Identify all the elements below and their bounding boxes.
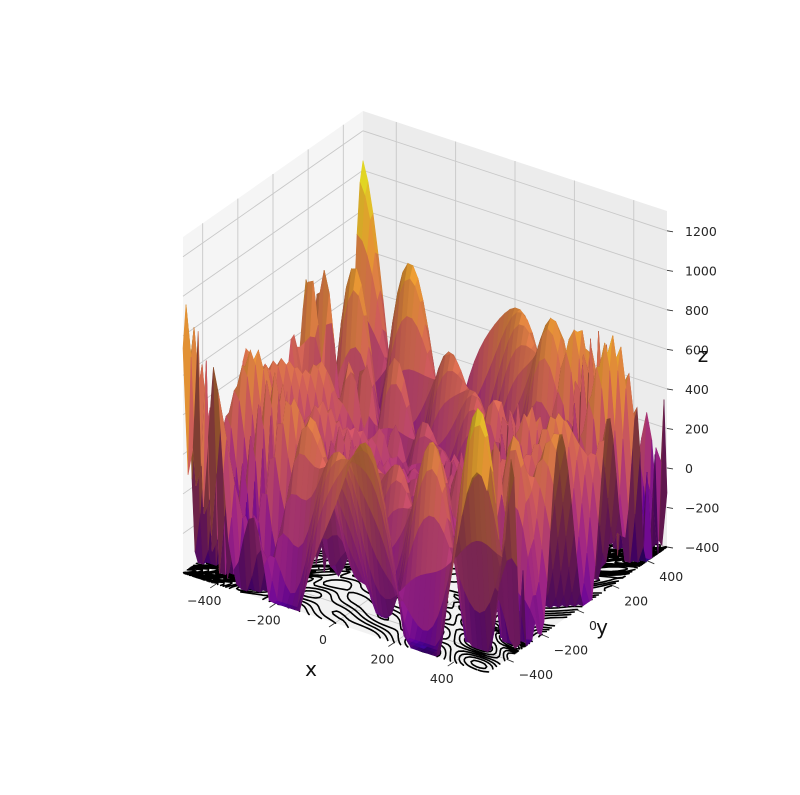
tick-mark xyxy=(666,269,674,272)
x-tick-label: −400 xyxy=(187,593,221,608)
y-tick-label: −400 xyxy=(519,667,553,682)
tick-mark xyxy=(666,507,674,509)
tick-mark xyxy=(269,603,276,608)
tick-mark xyxy=(328,622,336,628)
grid-back-z xyxy=(362,248,668,350)
surface-mesh xyxy=(182,160,668,658)
tick-mark xyxy=(666,427,674,430)
y-tick-label: 400 xyxy=(659,569,683,584)
grid-left-z xyxy=(182,209,364,337)
tick-mark xyxy=(666,388,674,391)
tick-mark xyxy=(666,546,674,549)
z-tick-label: 200 xyxy=(685,421,709,436)
tick-mark xyxy=(506,658,514,663)
x-tick-label: −200 xyxy=(246,613,280,628)
grid-left-z xyxy=(182,130,364,258)
z-tick-label: 0 xyxy=(685,461,693,476)
grid-back-z xyxy=(362,130,668,232)
surface-face xyxy=(481,437,491,491)
z-tick-label: 1000 xyxy=(685,263,717,278)
y-axis-label: y xyxy=(596,615,608,639)
y-tick-label: −200 xyxy=(554,643,588,658)
grid-back-z xyxy=(362,169,668,271)
tick-mark xyxy=(666,348,674,351)
x-tick-label: 200 xyxy=(370,652,394,667)
x-axis-label: x xyxy=(305,657,317,681)
x-tick-label: 400 xyxy=(430,671,454,686)
y-tick-label: 0 xyxy=(589,618,597,633)
tick-mark xyxy=(447,661,454,667)
z-tick-label: −400 xyxy=(685,540,719,555)
z-tick-label: −200 xyxy=(685,501,719,516)
tick-mark xyxy=(666,230,674,233)
tick-mark xyxy=(210,583,217,589)
tick-mark xyxy=(647,560,655,565)
z-tick-label: 800 xyxy=(685,303,709,318)
grid-left-z xyxy=(182,248,364,376)
y-tick-label: 200 xyxy=(624,593,648,608)
tick-mark xyxy=(576,609,585,614)
tick-mark xyxy=(388,642,395,647)
tick-mark xyxy=(666,467,674,470)
grid-back-z xyxy=(362,209,668,311)
z-tick-label: 600 xyxy=(685,342,709,357)
z-axis-label: z xyxy=(698,343,709,367)
z-tick-label: 1200 xyxy=(685,224,717,239)
x-tick-label: 0 xyxy=(319,632,327,647)
tick-mark xyxy=(611,584,620,589)
grid-left-z xyxy=(182,169,364,297)
z-tick-label: 400 xyxy=(685,382,709,397)
tick-mark xyxy=(541,634,550,639)
tick-mark xyxy=(666,309,674,312)
